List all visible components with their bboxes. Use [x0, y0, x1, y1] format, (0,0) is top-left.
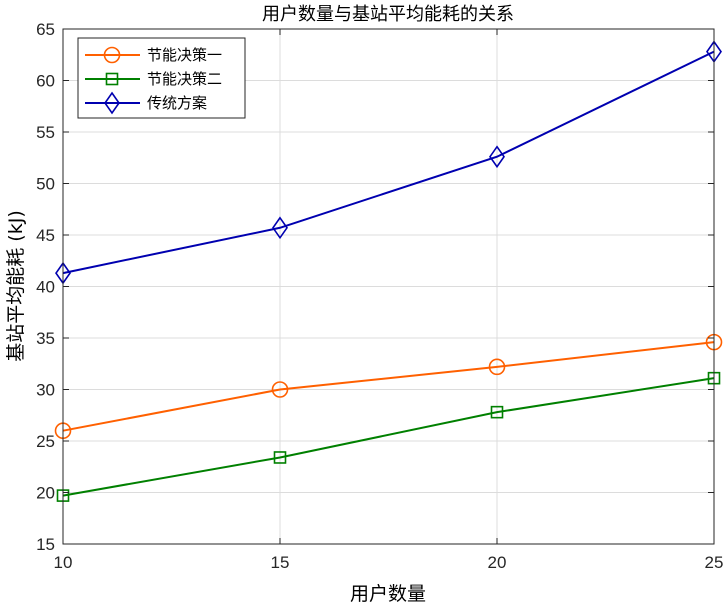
legend-marker-1 [103, 46, 121, 64]
chart-title: 用户数量与基站平均能耗的关系 [262, 4, 514, 25]
legend-marker-2 [105, 72, 119, 86]
series-line-2 [62, 377, 715, 497]
y-tick-label: 30 [36, 381, 55, 400]
legend-label-1: 节能决策一 [147, 46, 222, 64]
y-tick-label: 50 [36, 175, 55, 194]
y-tick-label: 55 [36, 123, 55, 142]
series-2-point [273, 451, 287, 464]
series-3-point [489, 145, 505, 169]
x-tick-label: 20 [488, 553, 507, 572]
series-line-3 [62, 50, 715, 275]
y-tick-label: 40 [36, 278, 55, 297]
x-tick-label: 10 [54, 553, 73, 572]
series-3-point [272, 216, 288, 240]
series-layer [54, 40, 723, 502]
y-tick-label: 20 [36, 484, 55, 503]
legend-marker-3 [104, 91, 120, 115]
series-line-1 [62, 341, 715, 432]
x-axis-label: 用户数量 [350, 583, 426, 605]
y-axis-label: 基站平均能耗 (kJ) [5, 210, 27, 361]
y-tick-label: 45 [36, 226, 55, 245]
legend-label-2: 节能决策二 [147, 70, 222, 88]
x-tick-label: 15 [271, 553, 290, 572]
x-tick-label: 25 [705, 553, 724, 572]
y-tick-label: 65 [36, 20, 55, 39]
series-2-point [490, 405, 504, 419]
series-1-point [271, 381, 289, 398]
y-tick-label: 35 [36, 329, 55, 348]
y-tick-label: 25 [36, 432, 55, 451]
y-tick-label: 60 [36, 72, 55, 91]
legend-label-3: 传统方案 [147, 94, 207, 112]
y-tick-label: 15 [36, 535, 55, 554]
series-1-point [488, 358, 506, 376]
